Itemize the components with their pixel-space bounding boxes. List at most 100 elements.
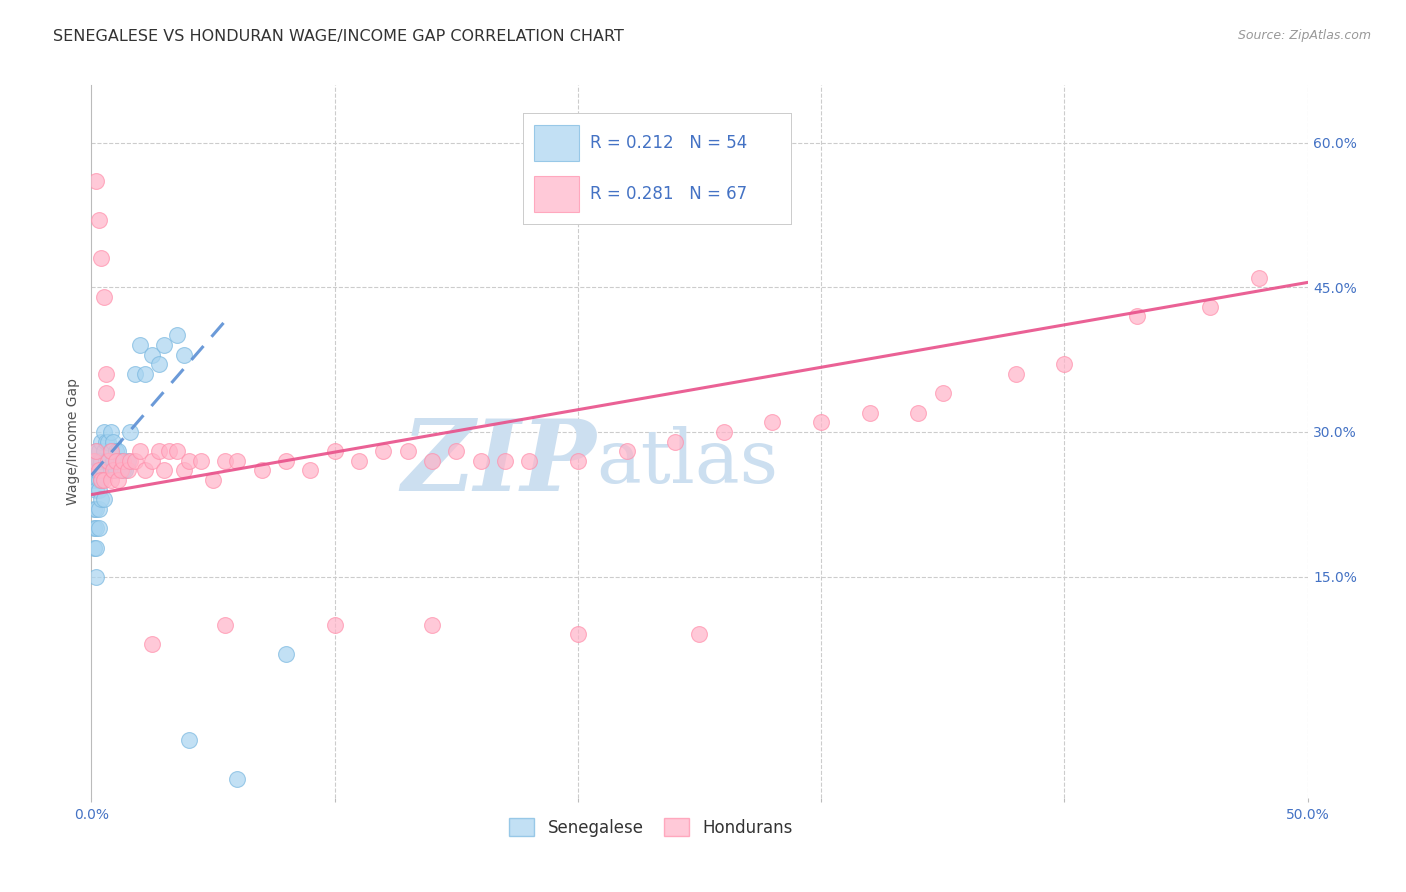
Point xyxy=(1004,367,1026,381)
Point xyxy=(396,444,419,458)
Point xyxy=(87,483,110,497)
Point xyxy=(107,444,129,458)
Point xyxy=(129,338,152,352)
Text: atlas: atlas xyxy=(596,426,779,500)
Point xyxy=(97,454,120,468)
Point xyxy=(93,492,115,507)
Point xyxy=(90,434,112,449)
Point xyxy=(84,463,107,477)
Point xyxy=(444,444,467,458)
Point xyxy=(494,454,516,468)
Point xyxy=(120,454,142,468)
Point xyxy=(93,473,115,487)
Point xyxy=(83,454,105,468)
Point xyxy=(148,358,170,372)
Point xyxy=(226,772,249,786)
Point xyxy=(1053,358,1076,372)
Point xyxy=(97,454,120,468)
Point xyxy=(1126,309,1149,323)
Point xyxy=(103,463,125,477)
Point xyxy=(761,415,783,429)
Point xyxy=(713,425,735,439)
Point xyxy=(107,473,129,487)
Point xyxy=(93,425,115,439)
Point xyxy=(84,541,107,555)
Point xyxy=(1199,300,1222,314)
Point xyxy=(214,617,236,632)
Point xyxy=(84,174,107,188)
Point xyxy=(84,444,107,458)
Point xyxy=(323,444,346,458)
Point xyxy=(94,386,117,401)
Point xyxy=(129,444,152,458)
Point xyxy=(117,454,139,468)
Text: ZIP: ZIP xyxy=(401,415,596,511)
Point xyxy=(117,463,139,477)
Point xyxy=(84,569,107,583)
Point xyxy=(134,367,156,381)
Point xyxy=(100,444,122,458)
Point xyxy=(567,454,589,468)
Point xyxy=(226,454,249,468)
Point xyxy=(214,454,236,468)
Point xyxy=(111,463,134,477)
Point xyxy=(84,444,107,458)
Point xyxy=(166,328,188,343)
Y-axis label: Wage/Income Gap: Wage/Income Gap xyxy=(66,378,80,505)
Point xyxy=(110,454,132,468)
Point xyxy=(103,434,125,449)
Point xyxy=(420,454,443,468)
Point xyxy=(124,367,146,381)
Point xyxy=(173,463,195,477)
Point xyxy=(84,483,107,497)
Point xyxy=(103,454,125,468)
Point xyxy=(94,454,117,468)
Point xyxy=(100,473,122,487)
Point xyxy=(83,502,105,516)
Point xyxy=(90,454,112,468)
Point xyxy=(114,463,136,477)
Point xyxy=(97,434,120,449)
Point xyxy=(93,463,115,477)
Point xyxy=(87,454,110,468)
Point xyxy=(859,406,882,420)
Point xyxy=(87,502,110,516)
Point xyxy=(83,521,105,535)
Point xyxy=(347,454,370,468)
Point xyxy=(124,454,146,468)
Point xyxy=(87,444,110,458)
Point xyxy=(90,473,112,487)
Point xyxy=(250,463,273,477)
Point xyxy=(1247,270,1270,285)
Point xyxy=(323,617,346,632)
Point xyxy=(100,463,122,477)
Point xyxy=(616,444,638,458)
Point xyxy=(83,473,105,487)
Point xyxy=(104,463,127,477)
Point xyxy=(931,386,953,401)
Point xyxy=(100,444,122,458)
Point xyxy=(810,415,832,429)
Point xyxy=(84,502,107,516)
Point xyxy=(111,454,134,468)
Point xyxy=(141,637,163,651)
Point xyxy=(94,367,117,381)
Point xyxy=(190,454,212,468)
Text: SENEGALESE VS HONDURAN WAGE/INCOME GAP CORRELATION CHART: SENEGALESE VS HONDURAN WAGE/INCOME GAP C… xyxy=(53,29,624,44)
Point xyxy=(94,434,117,449)
Point xyxy=(688,627,710,641)
Point xyxy=(141,454,163,468)
Point xyxy=(100,425,122,439)
Point xyxy=(177,454,200,468)
Point xyxy=(87,473,110,487)
Point xyxy=(83,454,105,468)
Point xyxy=(141,348,163,362)
Point xyxy=(87,521,110,535)
Point xyxy=(104,454,127,468)
Point xyxy=(120,425,142,439)
Point xyxy=(90,492,112,507)
Point xyxy=(90,252,112,266)
Point xyxy=(90,473,112,487)
Point xyxy=(166,444,188,458)
Point xyxy=(202,473,225,487)
